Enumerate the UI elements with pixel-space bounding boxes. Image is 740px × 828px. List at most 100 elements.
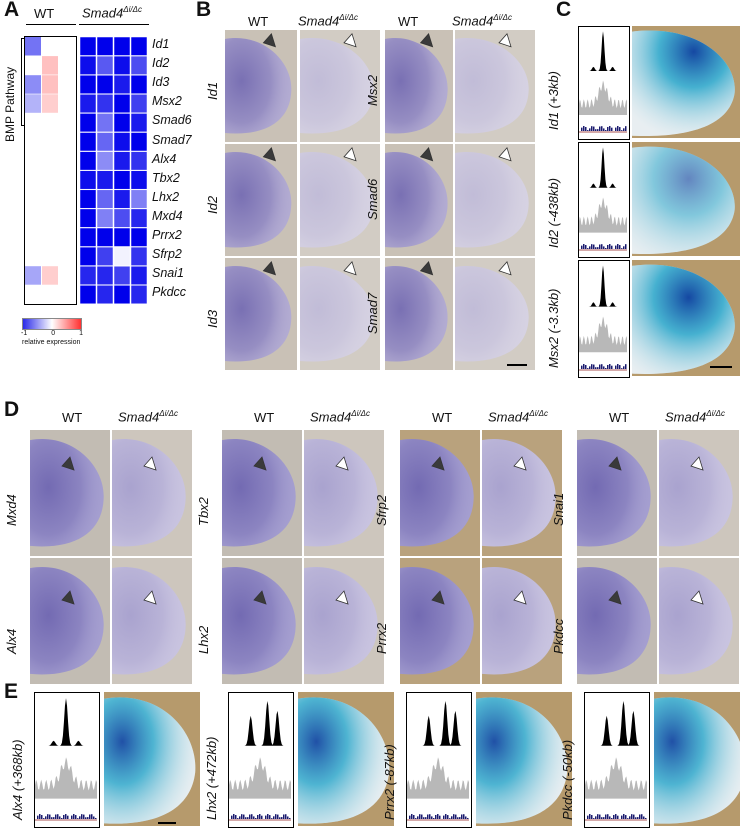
heatmap-cell (96, 74, 114, 94)
heatmap-cell (79, 208, 97, 228)
heatmap-cell (79, 132, 97, 152)
heatmap-cell (130, 94, 148, 114)
legend-tick-min: -1 (21, 330, 28, 337)
panel-e-enhancer-label: Pkdcc (-50kb) (560, 739, 575, 820)
heatmap-cell (25, 228, 41, 247)
legend-tick-mid: 0 (51, 330, 56, 337)
heatmap-cell (42, 75, 58, 94)
panel-d-gene-label: Pkdcc (551, 618, 566, 654)
heatmap-cell (42, 247, 58, 266)
heatmap-cell (113, 265, 131, 285)
heatmap-cell (79, 151, 97, 171)
panel-d-wt-header: WT (609, 410, 630, 425)
chip-track (578, 260, 630, 378)
scale-bar (158, 822, 176, 824)
panel-e-enhancer-label: Lhx2 (+472kb) (204, 736, 219, 820)
heatmap-cell (25, 75, 41, 94)
panel-d-wt-header: WT (62, 410, 83, 425)
heatmap-cell (25, 94, 41, 113)
heatmap-cell (96, 113, 114, 133)
limb-bud-image (30, 558, 110, 684)
heatmap-cell (42, 208, 58, 228)
heatmap-cell (79, 265, 97, 285)
limb-bud-image (577, 558, 657, 684)
lacz-embryo-image (632, 260, 740, 376)
panel-c-enhancer-label: Id2 (-438kb) (546, 177, 561, 248)
panel-c-enhancers: Id1 (+3kb) Id2 (-438kb) Msx2 (-3.3kb) (544, 22, 740, 378)
heatmap-cell (79, 227, 97, 247)
limb-bud-image (222, 558, 302, 684)
panel-b-images: Id1 Id2 Id3 Msx2 Smad6 Smad7 (205, 30, 535, 372)
limb-bud-image (300, 30, 380, 142)
heatmap-cell (130, 36, 148, 56)
heatmap-cell (42, 94, 58, 113)
expression-heatmap (24, 36, 148, 305)
heatmap-cell (79, 55, 97, 75)
heatmap-gene-label: Msx2 (152, 94, 182, 109)
heatmap-cell (130, 132, 148, 152)
limb-bud-image (112, 558, 192, 684)
heatmap-gene-label: Prrx2 (152, 228, 182, 242)
heatmap-cell (42, 285, 58, 304)
panel-b-wt-header-2: WT (398, 14, 419, 29)
heatmap-cell (59, 228, 75, 247)
panel-d-mut-header: Smad4Δi/Δc (118, 409, 178, 425)
limb-bud-image (304, 558, 384, 684)
heatmap-cell (113, 208, 131, 228)
heatmap-cell (42, 170, 58, 190)
heatmap-gene-label: Id3 (152, 75, 170, 90)
limb-bud-image (225, 258, 297, 370)
heatmap-cell (79, 246, 97, 266)
panel-b-wt-header-1: WT (248, 14, 269, 29)
lacz-embryo-image (298, 692, 394, 826)
legend-tick-max: 1 (79, 330, 83, 337)
panel-b-mut-header-1: Smad4Δi/Δc (298, 13, 358, 29)
heatmap-cell (25, 208, 41, 228)
limb-bud-image (222, 430, 302, 556)
limb-bud-image (304, 430, 384, 556)
heatmap-cell (96, 265, 114, 285)
heatmap-cell (113, 113, 131, 133)
heatmap-gene-label: Alx4 (152, 151, 177, 166)
heatmap-cell (42, 37, 58, 56)
panel-b-gene-label: Id2 (205, 195, 220, 214)
heatmap-cell (130, 170, 148, 190)
limb-bud-image (455, 258, 535, 370)
heatmap-cell (59, 132, 75, 151)
panel-d-wt-header: WT (432, 410, 453, 425)
heatmap-gene-label: Id1 (152, 37, 170, 51)
panel-b-gene-label: Id3 (205, 309, 220, 328)
heatmap-cell (79, 285, 97, 305)
panel-d-mut-header: Smad4Δi/Δc (665, 409, 725, 425)
heatmap-cell (130, 208, 148, 228)
scale-bar (710, 366, 732, 368)
mut-underline (79, 24, 149, 25)
heatmap-gene-label: Smad7 (152, 132, 192, 147)
lacz-embryo-image (104, 692, 200, 826)
heatmap-cell (25, 56, 41, 75)
lacz-embryo-image (654, 692, 740, 826)
heatmap-cell (113, 36, 131, 56)
chip-track (578, 142, 630, 258)
heatmap-cell (25, 189, 41, 209)
heatmap-gene-label: Sfrp2 (152, 247, 182, 262)
heatmap-cell (42, 132, 58, 151)
heatmap-cell (113, 55, 131, 75)
limb-bud-image (400, 558, 480, 684)
heatmap-cell (59, 75, 75, 94)
heatmap-cell (130, 55, 148, 75)
heatmap-cell (130, 189, 148, 209)
heatmap-cell (113, 246, 131, 266)
lacz-embryo-image (476, 692, 572, 826)
heatmap-cell (96, 36, 114, 56)
heatmap-cell (42, 266, 58, 285)
heatmap-cell (96, 189, 114, 209)
heatmap-cell (79, 113, 97, 133)
panel-b-gene-label: Smad6 (365, 178, 380, 220)
heatmap-cell (25, 247, 41, 266)
heatmap-cell (25, 37, 41, 56)
limb-bud-image (385, 144, 453, 256)
heatmap-gene-label: Id2 (152, 56, 170, 71)
limb-bud-image (482, 430, 562, 556)
heatmap-cell (130, 113, 148, 133)
